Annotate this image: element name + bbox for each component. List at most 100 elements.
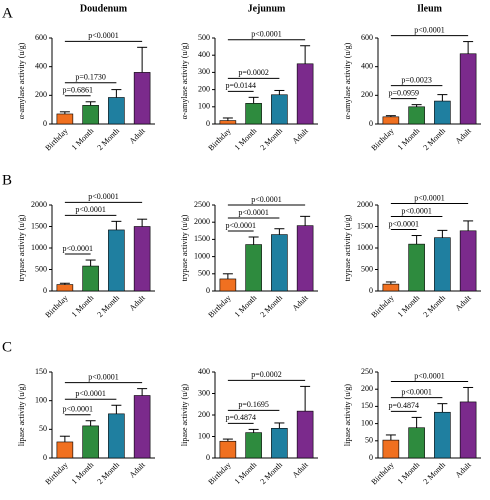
y-tick-label: 2500	[194, 200, 210, 209]
y-tick-label: 1500	[31, 221, 47, 230]
y-tick-label: 300	[198, 388, 210, 397]
bar	[56, 441, 74, 459]
x-tick-label: Adult	[454, 293, 474, 313]
y-tick-label: 0	[206, 119, 210, 128]
chart-title: Doudenum	[80, 3, 128, 14]
p-value: p=0.0144	[225, 81, 256, 90]
y-axis-label: trypase activity (u/g)	[343, 214, 352, 281]
y-axis-label: lipase activity (u/g)	[180, 384, 189, 447]
chart-title: Jejunum	[248, 3, 286, 14]
p-value: p<0.0001	[88, 192, 119, 201]
x-tick-label: Birthday	[369, 460, 395, 486]
bar	[459, 53, 477, 125]
bar	[382, 283, 400, 292]
y-tick-label: 0	[43, 119, 47, 128]
y-tick-label: 100	[35, 395, 47, 404]
y-tick-label: 100	[198, 431, 210, 440]
y-tick-label: 0	[369, 453, 373, 462]
bar	[108, 97, 125, 125]
bar	[82, 105, 99, 125]
bar	[382, 116, 400, 125]
x-tick-label: Adult	[128, 460, 148, 480]
p-value: p<0.0001	[414, 25, 445, 34]
y-axis-label: α-amylase activity (u/g)	[17, 42, 26, 119]
bar	[56, 113, 74, 125]
bar	[434, 237, 451, 292]
x-tick-label: Birthday	[369, 293, 395, 319]
x-tick-label: Adult	[291, 293, 311, 313]
x-tick-label: 2 Month	[421, 293, 447, 319]
p-value: p=0.4874	[225, 413, 256, 422]
p-value: p<0.0001	[225, 221, 256, 230]
x-tick-label: Adult	[128, 293, 148, 313]
p-value: p<0.0001	[62, 244, 93, 253]
x-tick-label: 2 Month	[421, 460, 447, 486]
y-tick-label: 400	[35, 61, 47, 70]
p-value: p<0.0001	[414, 371, 445, 380]
y-tick-label: 1500	[194, 234, 210, 243]
y-axis-label: α-amylase activity (u/g)	[343, 42, 352, 119]
bar	[245, 432, 262, 459]
panel-label: A	[2, 5, 13, 21]
x-tick-label: 1 Month	[70, 293, 96, 319]
bar	[219, 278, 237, 292]
y-tick-label: 1000	[31, 243, 47, 252]
bar	[133, 226, 151, 292]
y-tick-label: 0	[369, 286, 373, 295]
p-value: p<0.0001	[62, 405, 93, 414]
y-tick-label: 300	[198, 67, 210, 76]
bar	[408, 243, 425, 292]
bar	[271, 234, 288, 292]
y-tick-label: 100	[361, 418, 373, 427]
y-tick-label: 50	[365, 436, 373, 445]
p-value: p=0.4874	[388, 401, 419, 410]
x-tick-label: 2 Month	[95, 460, 121, 486]
p-value: p<0.0001	[88, 372, 119, 381]
bar	[296, 225, 314, 292]
x-tick-label: Birthday	[206, 293, 232, 319]
bar	[82, 265, 99, 292]
y-tick-label: 250	[361, 367, 373, 376]
p-value: p=0.0023	[401, 75, 432, 84]
x-tick-label: 1 Month	[70, 126, 96, 152]
y-tick-label: 500	[361, 264, 373, 273]
bar	[133, 395, 151, 459]
panel-label: C	[2, 339, 12, 355]
y-tick-label: 400	[198, 50, 210, 59]
y-tick-label: 0	[206, 453, 210, 462]
x-tick-label: 2 Month	[95, 126, 121, 152]
y-tick-label: 200	[198, 84, 210, 93]
y-tick-label: 400	[361, 61, 373, 70]
y-tick-label: 0	[206, 286, 210, 295]
y-tick-label: 0	[43, 286, 47, 295]
p-value: p=0.6861	[62, 86, 93, 95]
x-tick-label: 2 Month	[421, 126, 447, 152]
y-tick-label: 2000	[31, 200, 47, 209]
x-tick-label: Birthday	[369, 126, 395, 152]
p-value: p=0.1730	[75, 73, 106, 82]
p-value: p<0.0001	[251, 195, 282, 204]
p-value: p<0.0001	[251, 30, 282, 39]
y-tick-label: 1000	[194, 251, 210, 260]
bar	[108, 413, 125, 459]
bar	[245, 103, 262, 125]
y-tick-label: 200	[198, 410, 210, 419]
y-tick-label: 2000	[194, 217, 210, 226]
y-axis-label: lipase activity (u/g)	[343, 384, 352, 447]
y-tick-label: 1000	[357, 243, 373, 252]
x-tick-label: Birthday	[43, 126, 69, 152]
bar	[82, 425, 99, 459]
y-tick-label: 2000	[357, 200, 373, 209]
y-tick-label: 600	[35, 33, 47, 42]
y-tick-label: 0	[369, 119, 373, 128]
p-value: p=0.1695	[238, 400, 269, 409]
y-tick-label: 500	[198, 33, 210, 42]
x-tick-label: 2 Month	[258, 293, 284, 319]
bar	[434, 411, 451, 459]
y-tick-label: 50	[39, 424, 47, 433]
x-tick-label: 1 Month	[70, 460, 96, 486]
x-tick-label: Birthday	[206, 126, 232, 152]
bar	[271, 94, 288, 125]
